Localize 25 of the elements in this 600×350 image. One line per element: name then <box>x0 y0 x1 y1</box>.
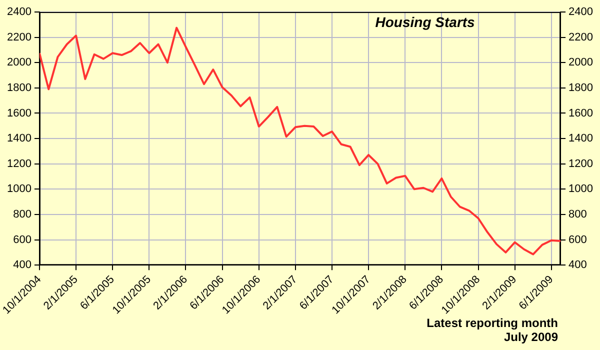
y-tick-label: 2000 <box>6 56 32 69</box>
y-tick-label: 1200 <box>6 158 32 170</box>
y2-tick-label: 1800 <box>568 82 594 94</box>
chart-title: Housing Starts <box>375 14 476 30</box>
y2-tick-label: 800 <box>568 208 587 220</box>
y2-tick-label: 2400 <box>568 6 594 18</box>
y-tick-label: 400 <box>13 259 32 272</box>
y2-tick-label: 1400 <box>568 132 594 145</box>
y-tick-label: 800 <box>13 208 32 220</box>
y2-tick-label: 1600 <box>568 107 594 120</box>
y-tick-label: 1800 <box>6 82 32 94</box>
y2-tick-label: 1200 <box>568 158 594 170</box>
y-tick-label: 1000 <box>6 183 32 196</box>
y-tick-label: 2400 <box>6 6 32 18</box>
y-tick-label: 1600 <box>6 107 32 120</box>
text: July 2009 <box>502 330 558 344</box>
y-tick-label: 1400 <box>6 132 32 145</box>
y2-tick-label: 1000 <box>568 183 594 196</box>
y2-tick-label: 2200 <box>568 31 594 44</box>
y2-tick-label: 600 <box>568 234 587 246</box>
y2-tick-label: 2000 <box>568 56 594 69</box>
y-tick-label: 2200 <box>6 31 32 44</box>
text: Latest reporting month <box>426 316 558 330</box>
y2-tick-label: 400 <box>568 259 587 272</box>
y-tick-label: 600 <box>13 234 32 246</box>
